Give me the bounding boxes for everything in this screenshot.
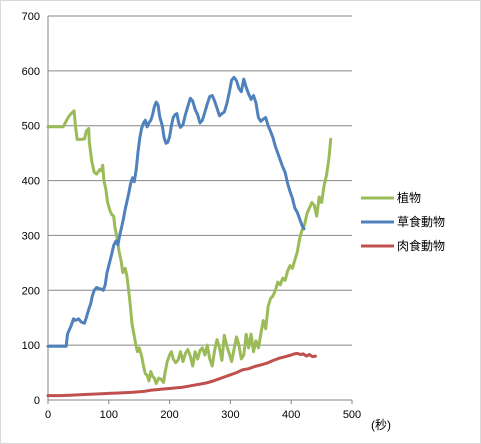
x-tick-label: 300 [221,409,239,421]
x-tick-label: 200 [160,409,178,421]
x-tick-label: 100 [100,409,118,421]
y-tick-label: 200 [22,285,40,297]
y-axis-ticks: 0 100 200 300 400 500 600 700 [22,11,40,407]
y-tick-label: 600 [22,66,40,78]
legend-label: 草食動物 [397,214,445,229]
legend-label: 肉食動物 [397,238,445,253]
series-lines [46,75,333,398]
x-tick-label: 0 [45,409,51,421]
series-line-0 [46,109,333,385]
x-axis-unit-label: (秒) [371,418,391,432]
y-tick-label: 400 [22,176,40,188]
x-axis-ticks: 0 100 200 300 400 500 [45,400,361,421]
y-tick-label: 300 [22,230,40,242]
y-tick-label: 700 [22,11,40,23]
y-tick-label: 500 [22,121,40,133]
x-tick-label: 400 [282,409,300,421]
legend-label: 植物 [397,190,421,205]
x-tick-label: 500 [343,409,361,421]
y-tick-label: 100 [22,340,40,352]
plot-area [47,16,352,401]
series-line-2 [46,351,317,398]
series-line-1 [46,75,306,348]
y-tick-label: 0 [34,395,40,407]
gridlines [48,15,352,346]
